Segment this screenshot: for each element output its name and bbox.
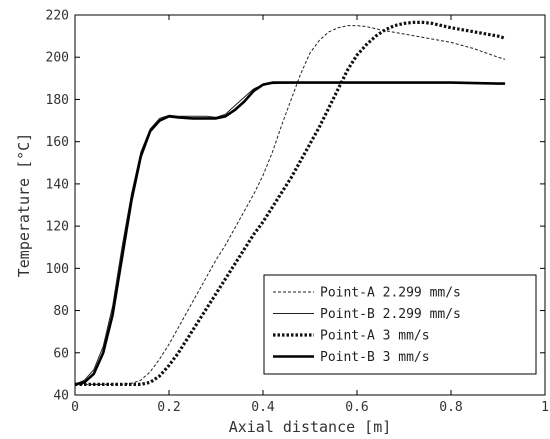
legend-label-3: Point-A 3 mm/s (320, 329, 430, 344)
y-tick-label: 40 (53, 389, 69, 404)
series-line-4 (74, 81, 506, 386)
x-axis-label: Axial distance [m] (229, 418, 392, 436)
series-line-3 (75, 20, 506, 386)
y-tick-label: 180 (46, 93, 69, 108)
y-tick-label: 80 (53, 304, 69, 319)
series-layer (74, 20, 506, 386)
y-tick-label: 220 (46, 9, 69, 24)
legend: Point-A 2.299 mm/s Point-B 2.299 mm/s Poin… (263, 274, 537, 375)
plot-frame (74, 14, 546, 396)
y-tick-label: 160 (46, 135, 69, 150)
y-tick-label: 120 (46, 220, 69, 235)
y-tick-label: 140 (46, 177, 69, 192)
y-tick-label: 100 (46, 262, 69, 277)
x-tick-label: 0.8 (439, 400, 462, 415)
legend-label-1: Point-A 2.299 mm/s (320, 286, 461, 301)
ticks-layer: 0 0.2 0.4 0.6 0.8 140608010012014016018020022… (46, 9, 549, 416)
y-tick-label: 60 (53, 346, 69, 361)
x-tick-label: 1 (541, 400, 549, 415)
legend-label-2: Point-B 2.299 mm/s (320, 307, 461, 322)
legend-label-4: Point-B 3 mm/s (320, 350, 430, 365)
x-tick-label: 0 (71, 400, 79, 415)
x-tick-label: 0.6 (345, 400, 368, 415)
y-axis-label: Temperature [°C] (15, 133, 33, 278)
y-tick-label: 200 (46, 51, 69, 66)
x-tick-label: 0.4 (251, 400, 275, 415)
x-tick-label: 0.2 (157, 400, 180, 415)
